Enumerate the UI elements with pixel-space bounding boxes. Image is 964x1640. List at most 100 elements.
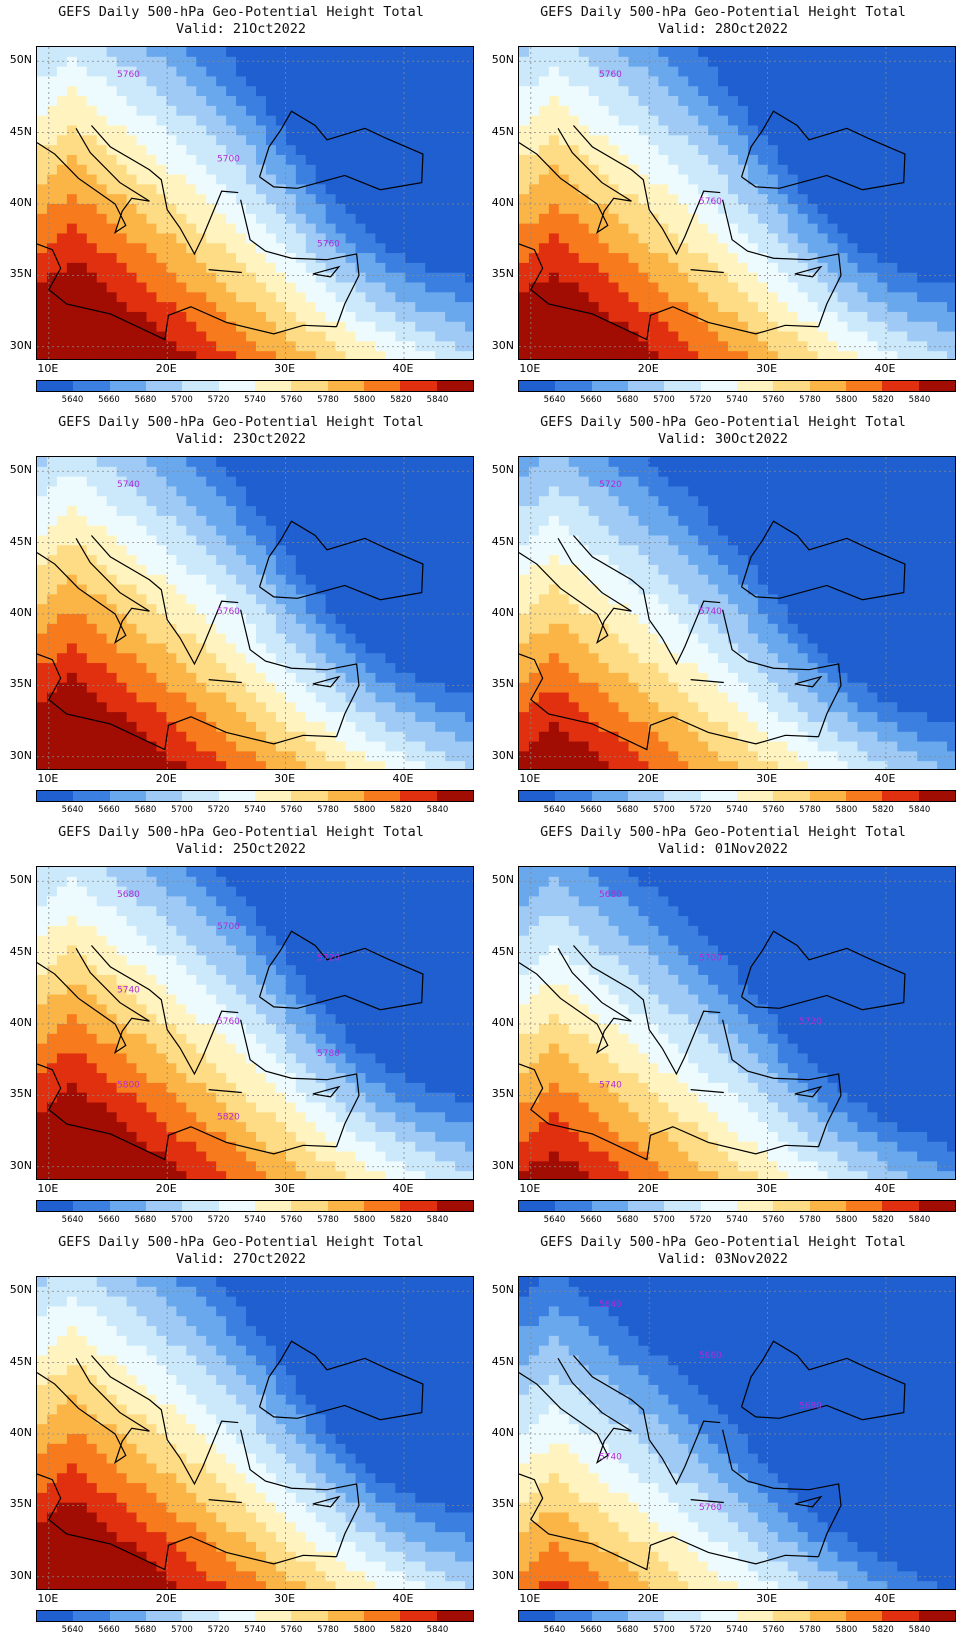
height-cell xyxy=(817,476,829,488)
height-cell xyxy=(146,341,158,352)
height-cell xyxy=(66,761,78,769)
height-cell xyxy=(196,125,207,136)
height-cell xyxy=(678,145,689,156)
coastline xyxy=(740,110,906,191)
height-cell xyxy=(698,135,709,146)
height-cell xyxy=(265,341,277,352)
height-cell xyxy=(186,761,197,769)
height-cell xyxy=(355,145,367,156)
height-cell xyxy=(156,321,168,333)
height-cell xyxy=(415,604,426,615)
latitude-tick-label: 45N xyxy=(491,124,514,138)
height-cell xyxy=(827,164,839,176)
height-cell xyxy=(658,476,669,488)
height-cell xyxy=(66,466,78,478)
height-cell xyxy=(568,253,580,264)
height-cell xyxy=(335,476,347,488)
height-cell xyxy=(206,292,217,303)
height-cell xyxy=(146,96,158,107)
height-cell xyxy=(548,292,560,303)
height-cell xyxy=(66,614,78,625)
height-cell xyxy=(295,574,307,586)
height-cell xyxy=(355,243,367,254)
height-cell xyxy=(226,564,237,576)
height-cell xyxy=(767,555,779,566)
height-cell xyxy=(628,125,640,136)
height-cell xyxy=(708,194,719,205)
height-cell xyxy=(37,174,48,185)
height-cell xyxy=(618,282,630,293)
height-cell xyxy=(275,466,287,478)
height-cell xyxy=(548,351,560,359)
height-cell xyxy=(648,164,659,176)
height-cell xyxy=(867,302,878,313)
height-cell xyxy=(66,574,78,586)
height-cell xyxy=(395,457,406,468)
height-cell xyxy=(558,223,570,235)
height-cell xyxy=(305,292,317,303)
height-cell xyxy=(206,351,217,359)
height-cell xyxy=(196,351,207,359)
height-cell xyxy=(265,154,277,166)
height-cell xyxy=(37,466,48,478)
height-cell xyxy=(455,486,466,497)
height-cell xyxy=(46,86,58,97)
height-cell xyxy=(305,56,317,68)
height-cell xyxy=(787,515,799,527)
height-cell xyxy=(425,292,436,303)
height-cell xyxy=(425,76,436,87)
height-cell xyxy=(648,564,659,576)
height-cell xyxy=(345,535,357,546)
height-cell xyxy=(688,56,699,68)
height-cell xyxy=(907,66,918,78)
longitude-tick-label: 30E xyxy=(274,362,296,375)
height-cell xyxy=(146,105,158,117)
height-cell xyxy=(106,351,118,359)
height-cell xyxy=(56,233,68,244)
height-cell xyxy=(877,272,888,284)
height-cell xyxy=(256,223,267,235)
height-cell xyxy=(445,351,456,359)
height-cell xyxy=(887,86,898,97)
height-cell xyxy=(528,223,540,235)
height-cell xyxy=(728,86,739,97)
height-cell xyxy=(787,223,799,235)
height-cell xyxy=(777,466,789,478)
height-cell xyxy=(196,633,207,645)
height-cell xyxy=(385,721,396,733)
height-cell xyxy=(797,341,809,352)
height-cell xyxy=(246,223,257,235)
height-cell xyxy=(668,321,679,333)
height-cell xyxy=(787,525,799,537)
height-cell xyxy=(435,56,446,68)
height-cell xyxy=(355,623,367,635)
height-cell xyxy=(688,164,699,176)
height-cell xyxy=(538,243,550,254)
height-cell xyxy=(246,682,257,694)
height-cell xyxy=(638,145,650,156)
height-cell xyxy=(797,311,809,323)
height-cell xyxy=(226,154,237,166)
height-cell xyxy=(827,66,839,78)
height-cell xyxy=(66,663,78,674)
height-cell xyxy=(37,496,48,507)
height-cell xyxy=(395,272,406,284)
height-cell xyxy=(275,692,287,703)
height-cell xyxy=(335,564,347,576)
height-cell xyxy=(236,302,247,313)
height-cell xyxy=(275,702,287,713)
height-cell xyxy=(226,731,237,743)
height-cell xyxy=(166,515,177,527)
height-cell xyxy=(375,663,387,674)
height-cell xyxy=(638,331,650,342)
height-cell xyxy=(66,86,78,97)
height-cell xyxy=(116,506,128,517)
height-cell xyxy=(618,233,630,244)
height-cell xyxy=(305,302,317,313)
height-cell xyxy=(395,321,406,333)
height-cell xyxy=(96,184,108,195)
height-cell xyxy=(718,213,729,225)
height-cell xyxy=(787,321,799,333)
height-cell xyxy=(335,66,347,78)
height-cell xyxy=(708,262,719,274)
